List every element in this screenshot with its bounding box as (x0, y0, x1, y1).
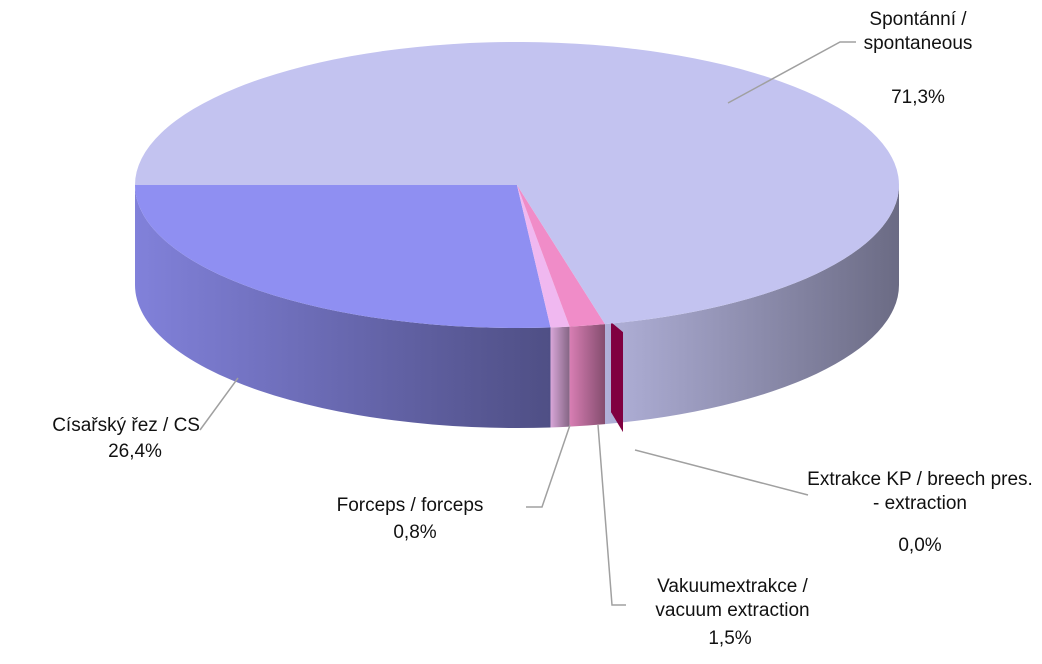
slice (517, 185, 570, 328)
leader-lines (199, 41, 856, 606)
slice-side (569, 324, 606, 427)
value-label: 0,0% (898, 535, 942, 556)
slice-label: Císařský řez / CS (52, 415, 200, 436)
slice-side (135, 185, 551, 428)
slice (135, 185, 551, 328)
value-label: 0,8% (393, 522, 437, 543)
slice-label: Vakuumextrakce / vacuum extraction (655, 576, 810, 621)
slice-side (550, 326, 570, 428)
slice-label: Extrakce KP / breech pres. - extraction (807, 469, 1033, 514)
slice-label: Forceps / forceps (336, 495, 484, 516)
value-label: 71,3% (891, 87, 945, 108)
leader-line (634, 449, 809, 496)
slice (135, 42, 899, 325)
slice (517, 185, 606, 327)
leader-line (199, 377, 239, 431)
slice-label: Spontánní / spontaneous (863, 9, 973, 54)
leader-line (597, 424, 626, 606)
leader-line (526, 424, 571, 508)
leader-line (727, 41, 856, 104)
value-label: 1,5% (708, 628, 752, 649)
value-label: 26,4% (108, 441, 162, 462)
slice-side (605, 185, 899, 425)
slice-wall (611, 322, 624, 433)
